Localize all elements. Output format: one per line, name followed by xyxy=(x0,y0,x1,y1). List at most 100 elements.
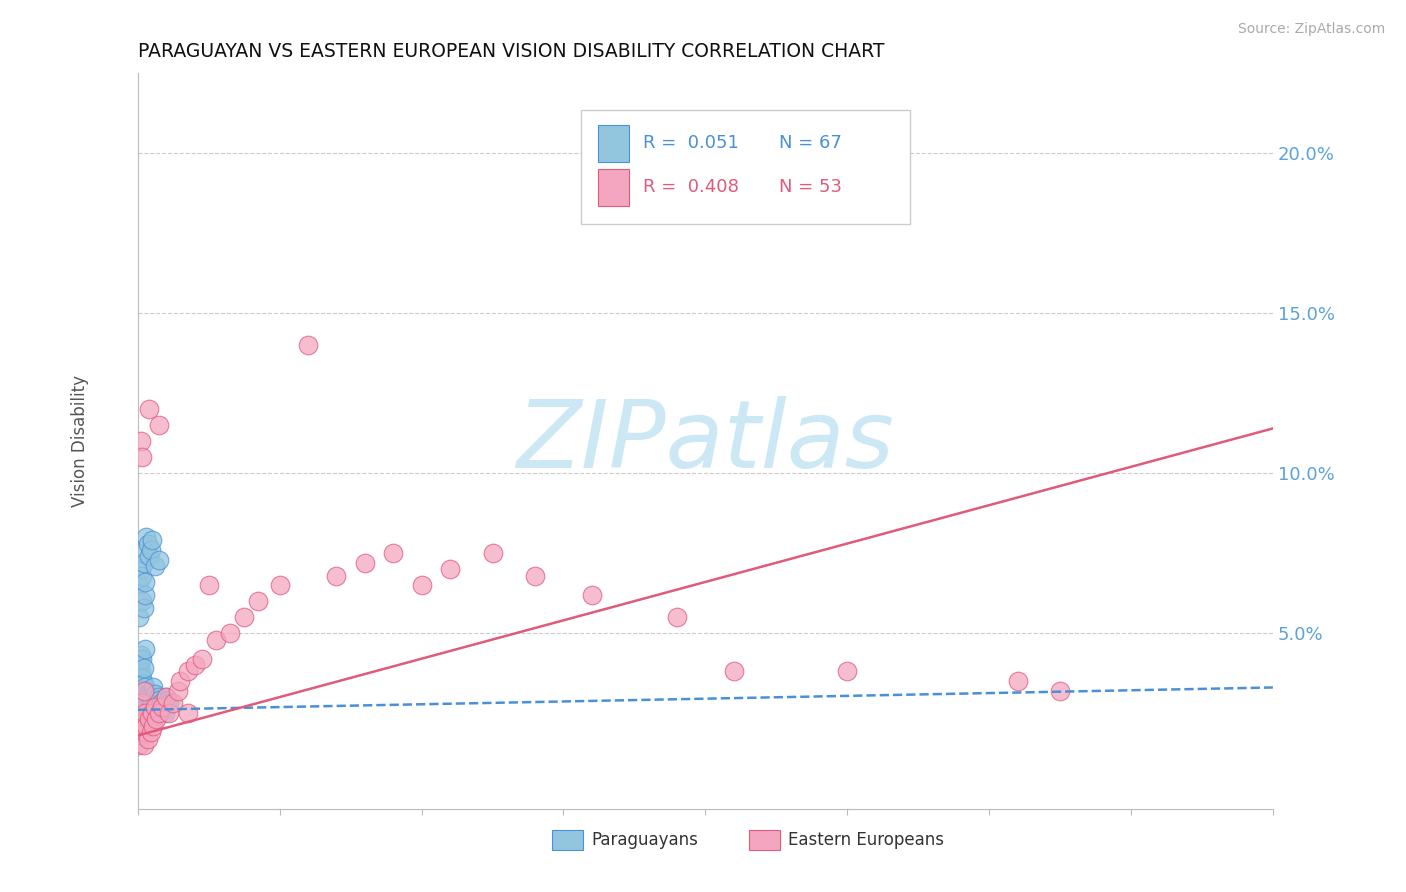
Point xyxy=(150,699,173,714)
Point xyxy=(136,719,159,733)
Text: N = 53: N = 53 xyxy=(779,178,842,196)
Point xyxy=(131,671,153,685)
Point xyxy=(382,546,405,560)
Point xyxy=(129,699,152,714)
Point xyxy=(132,683,155,698)
Point xyxy=(139,543,162,558)
Point xyxy=(247,594,270,608)
Point xyxy=(131,450,153,465)
Point xyxy=(145,706,167,720)
Point xyxy=(134,574,156,589)
Point xyxy=(183,658,205,673)
Point xyxy=(581,588,603,602)
Point xyxy=(129,715,152,730)
Point xyxy=(135,683,157,698)
Point xyxy=(198,578,221,592)
Point xyxy=(157,706,180,720)
Point xyxy=(132,556,155,570)
Point xyxy=(132,600,155,615)
Point xyxy=(1007,674,1029,689)
FancyBboxPatch shape xyxy=(581,111,910,224)
Point xyxy=(166,683,188,698)
Point xyxy=(129,683,152,698)
Point xyxy=(138,713,160,727)
Point xyxy=(162,697,184,711)
Point xyxy=(141,713,163,727)
Point xyxy=(141,697,163,711)
Point xyxy=(837,665,859,679)
Point xyxy=(143,699,166,714)
Point xyxy=(131,715,153,730)
Point xyxy=(1049,683,1071,698)
Point xyxy=(141,533,163,548)
Point xyxy=(134,642,156,657)
Point xyxy=(135,719,157,733)
Point xyxy=(135,699,157,714)
Text: R =  0.408: R = 0.408 xyxy=(643,178,738,196)
Point xyxy=(354,556,377,570)
Bar xyxy=(598,169,630,206)
Point xyxy=(134,681,156,695)
Point xyxy=(128,658,150,673)
Point xyxy=(139,693,162,707)
Point xyxy=(131,568,153,582)
Text: ZIPatlas: ZIPatlas xyxy=(516,396,894,487)
Point xyxy=(666,610,689,624)
Point xyxy=(134,725,156,739)
Y-axis label: Vision Disability: Vision Disability xyxy=(72,376,89,508)
Point xyxy=(176,665,198,679)
Point xyxy=(136,703,159,717)
Point xyxy=(149,697,172,711)
Point xyxy=(155,690,177,704)
Point xyxy=(148,706,170,720)
Point xyxy=(481,546,503,560)
Point xyxy=(723,665,745,679)
Point xyxy=(131,594,153,608)
Point xyxy=(325,568,347,582)
Text: N = 67: N = 67 xyxy=(779,135,842,153)
Point xyxy=(142,681,165,695)
Point xyxy=(131,651,153,665)
Point xyxy=(219,626,242,640)
Point xyxy=(132,661,155,675)
Point xyxy=(129,562,152,576)
Point xyxy=(156,693,179,707)
Point xyxy=(150,699,173,714)
Point xyxy=(135,715,157,730)
Point xyxy=(131,703,153,717)
Point xyxy=(129,434,152,449)
Point xyxy=(129,665,152,679)
Point xyxy=(152,703,174,717)
Point xyxy=(128,578,150,592)
Point xyxy=(145,713,167,727)
Point xyxy=(132,677,155,691)
Point xyxy=(131,687,153,701)
Point xyxy=(136,687,159,701)
Point xyxy=(134,706,156,720)
Point xyxy=(134,697,156,711)
Point xyxy=(131,697,153,711)
Point xyxy=(297,338,319,352)
Point xyxy=(132,693,155,707)
Point xyxy=(129,706,152,720)
Point xyxy=(128,738,150,752)
Point xyxy=(143,558,166,573)
Bar xyxy=(598,125,630,161)
Point xyxy=(142,719,165,733)
Point xyxy=(134,713,156,727)
Point xyxy=(128,706,150,720)
Point xyxy=(138,706,160,720)
Point xyxy=(128,610,150,624)
Point xyxy=(157,697,180,711)
Point xyxy=(138,690,160,704)
Point xyxy=(143,703,166,717)
Point xyxy=(148,418,170,433)
Point xyxy=(128,722,150,736)
Point xyxy=(128,690,150,704)
Point xyxy=(439,562,461,576)
Text: Paraguayans: Paraguayans xyxy=(591,831,699,849)
Text: R =  0.051: R = 0.051 xyxy=(643,135,738,153)
Text: Eastern Europeans: Eastern Europeans xyxy=(787,831,943,849)
Point xyxy=(141,706,163,720)
Point xyxy=(139,725,162,739)
